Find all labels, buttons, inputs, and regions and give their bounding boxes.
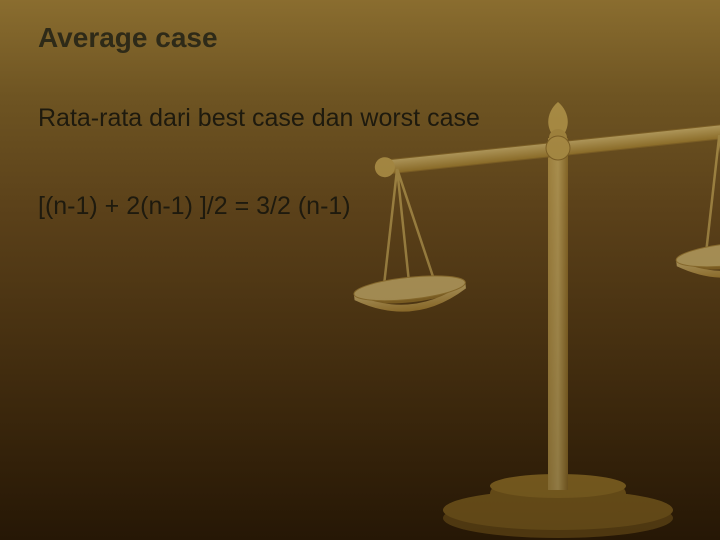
- balance-scale-icon: [340, 90, 720, 540]
- slide: Average case Rata-rata dari best case da…: [0, 0, 720, 540]
- slide-formula: [(n-1) + 2(n-1) ]/2 = 3/2 (n-1): [38, 192, 351, 221]
- slide-title: Average case: [38, 22, 218, 54]
